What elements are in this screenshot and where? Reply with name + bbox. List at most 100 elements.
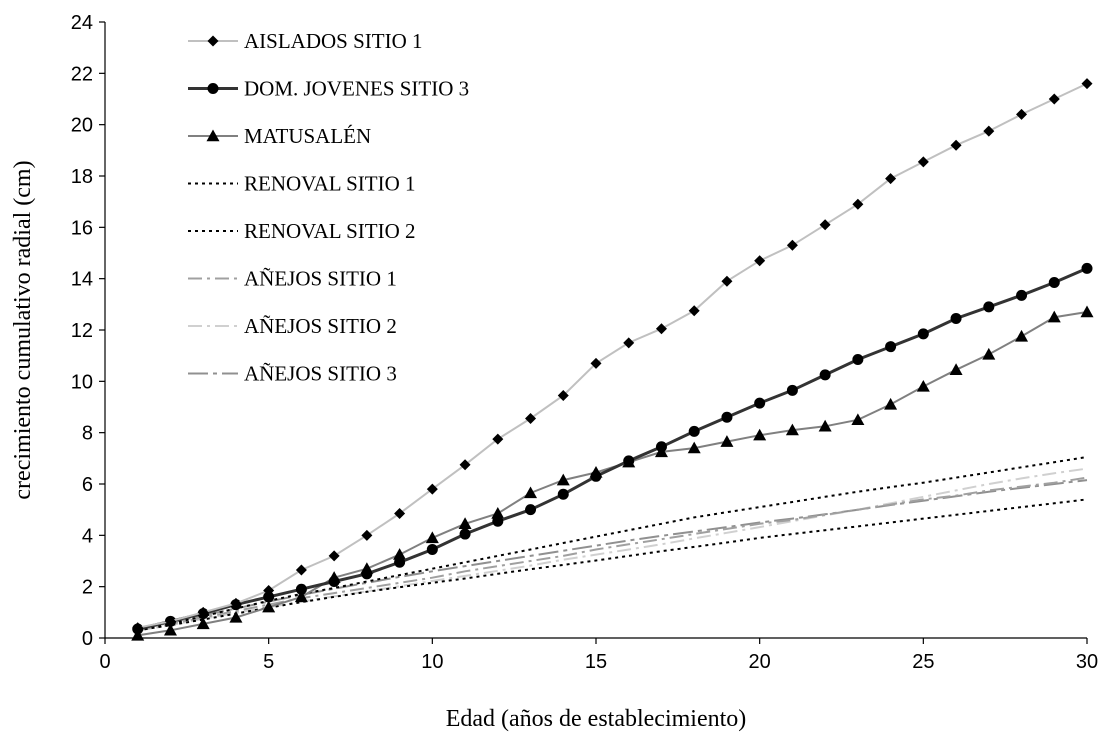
data-point bbox=[295, 564, 307, 576]
x-tick-label: 10 bbox=[421, 651, 443, 673]
x-tick-label: 20 bbox=[749, 651, 771, 673]
series-line bbox=[137, 467, 1088, 632]
x-tick-label: 15 bbox=[585, 651, 607, 673]
series-6 bbox=[137, 476, 1088, 632]
legend-label: DOM. JOVENES SITIO 3 bbox=[244, 77, 469, 101]
series-line bbox=[137, 82, 1088, 629]
series-line bbox=[137, 456, 1088, 632]
data-point bbox=[851, 413, 865, 426]
data-point bbox=[884, 397, 898, 410]
legend-marker bbox=[206, 129, 220, 142]
data-point bbox=[1047, 310, 1061, 323]
data-point bbox=[688, 305, 700, 317]
legend-item: DOM. JOVENES SITIO 3 bbox=[188, 77, 469, 101]
data-point bbox=[525, 413, 537, 425]
data-point bbox=[1081, 78, 1093, 90]
series-5 bbox=[137, 456, 1088, 632]
data-point bbox=[197, 606, 209, 618]
data-point bbox=[1048, 93, 1060, 105]
y-tick-label: 10 bbox=[71, 371, 93, 393]
series-8 bbox=[137, 479, 1088, 631]
data-point bbox=[459, 459, 471, 471]
x-tick-label: 25 bbox=[912, 651, 934, 673]
data-point bbox=[983, 125, 995, 137]
legend-label: AÑEJOS SITIO 3 bbox=[244, 362, 397, 386]
data-point bbox=[492, 433, 504, 445]
legend-label: MATUSALÉN bbox=[244, 124, 371, 148]
legend-label: AÑEJOS SITIO 1 bbox=[244, 267, 397, 291]
data-point bbox=[425, 531, 439, 544]
data-point bbox=[623, 455, 635, 467]
data-point bbox=[1015, 329, 1029, 342]
data-point bbox=[720, 435, 734, 447]
data-point bbox=[916, 379, 930, 392]
data-point bbox=[557, 389, 569, 401]
legend-marker bbox=[207, 35, 219, 47]
legend-item: AÑEJOS SITIO 3 bbox=[188, 362, 397, 386]
series-layer bbox=[131, 78, 1094, 641]
data-point bbox=[1081, 262, 1093, 274]
data-point bbox=[229, 610, 243, 623]
series-4 bbox=[137, 498, 1088, 632]
series-line bbox=[137, 498, 1088, 632]
data-point bbox=[818, 419, 832, 432]
legend: AISLADOS SITIO 1 DOM. JOVENES SITIO 3 MATU… bbox=[188, 29, 469, 386]
legend-label: AÑEJOS SITIO 2 bbox=[244, 314, 397, 338]
data-point bbox=[590, 470, 602, 482]
y-tick-label: 14 bbox=[71, 269, 93, 291]
data-point bbox=[525, 504, 537, 516]
data-point bbox=[556, 473, 570, 486]
data-point bbox=[263, 591, 275, 603]
data-point bbox=[294, 590, 308, 603]
x-tick-label: 5 bbox=[263, 651, 274, 673]
legend-marker bbox=[207, 83, 219, 94]
y-tick-label: 16 bbox=[71, 217, 93, 239]
data-point bbox=[132, 622, 144, 634]
y-tick-label: 24 bbox=[71, 12, 93, 34]
data-point bbox=[426, 543, 438, 555]
data-point bbox=[721, 275, 733, 287]
data-point bbox=[263, 585, 275, 597]
legend-item: AISLADOS SITIO 1 bbox=[188, 29, 423, 53]
data-point bbox=[262, 600, 276, 613]
data-point bbox=[786, 239, 798, 251]
series-1 bbox=[132, 78, 1093, 634]
data-point bbox=[295, 583, 307, 595]
data-point bbox=[852, 198, 864, 210]
y-tick-label: 12 bbox=[71, 320, 93, 342]
series-line bbox=[137, 267, 1088, 631]
y-tick-label: 4 bbox=[82, 525, 93, 547]
series-line bbox=[137, 479, 1088, 631]
y-tick-label: 6 bbox=[82, 474, 93, 496]
data-point bbox=[687, 441, 701, 454]
series-line bbox=[137, 476, 1088, 632]
data-point bbox=[492, 515, 504, 527]
data-point bbox=[819, 219, 831, 231]
data-point bbox=[426, 483, 438, 495]
data-point bbox=[361, 529, 373, 541]
data-point bbox=[753, 428, 767, 441]
legend-item: AÑEJOS SITIO 2 bbox=[188, 314, 397, 338]
data-point bbox=[885, 341, 897, 353]
series-3 bbox=[131, 305, 1094, 641]
data-point bbox=[328, 550, 340, 562]
y-tick-label: 18 bbox=[71, 166, 93, 188]
data-point bbox=[1048, 277, 1060, 289]
data-point bbox=[230, 597, 242, 609]
y-tick-label: 2 bbox=[82, 577, 93, 599]
data-point bbox=[785, 423, 799, 436]
legend-label: RENOVAL SITIO 1 bbox=[244, 172, 416, 196]
data-point bbox=[524, 486, 538, 499]
data-point bbox=[458, 517, 472, 529]
data-point bbox=[982, 347, 996, 360]
data-point bbox=[852, 354, 864, 366]
data-point bbox=[950, 312, 962, 324]
y-axis-title: crecimiento cumulativo radial (cm) bbox=[10, 160, 36, 499]
data-point bbox=[623, 337, 635, 349]
y-tick-label: 0 bbox=[82, 628, 93, 650]
data-point bbox=[394, 556, 406, 568]
x-axis-title: Edad (años de establecimiento) bbox=[446, 706, 747, 732]
data-point bbox=[393, 548, 407, 560]
